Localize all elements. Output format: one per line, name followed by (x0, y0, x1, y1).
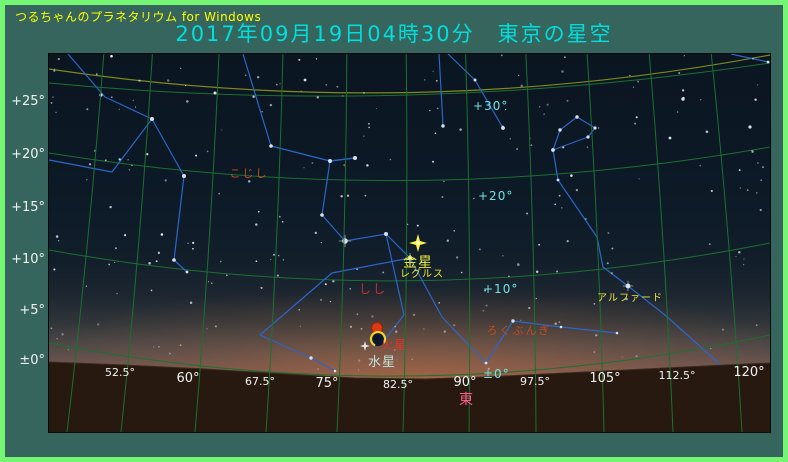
object-name-label: 金星 (403, 255, 433, 271)
azimuth-labels: 52.5° 60° 67.5° 75° 82.5° 90° 97.5° 105° 112.5° 1… (105, 365, 765, 408)
declination-label: +10° (483, 282, 518, 296)
azimuth-label: 67.5° (245, 375, 275, 388)
altitude-label: +20° (11, 147, 45, 162)
altitude-label: +10° (11, 252, 45, 267)
altitude-label: +15° (11, 200, 45, 215)
ground-horizon (49, 362, 770, 432)
horizon-edge (48, 361, 771, 380)
moon-marker (371, 332, 385, 346)
east-direction-label: 東 (459, 392, 473, 408)
constellation-name-label: しし (359, 282, 387, 296)
app-title: つるちゃんのプラネタリウム for Windows (15, 10, 262, 24)
mercury-marker (360, 341, 370, 351)
moon-crescent-ring (369, 330, 387, 348)
declination-label: +30° (473, 99, 508, 113)
declination-grid-lines (48, 62, 771, 377)
azimuth-label: 120° (733, 365, 764, 380)
right-ascension-grid-lines (66, 53, 743, 433)
datetime-location-title: 2017年09月19日04時30分 東京の星空 (175, 22, 613, 46)
altitude-label: ±0° (19, 353, 45, 368)
object-name-label: 水星 (368, 355, 396, 370)
constellation-name-label: こじし (230, 167, 269, 180)
azimuth-label: 97.5° (520, 375, 550, 388)
object-name-label: アルファード (597, 293, 663, 304)
altitude-label: +25° (11, 94, 45, 109)
starfield (50, 54, 764, 371)
constellation-name-label: ろくぶんぎ (487, 323, 552, 337)
altitude-label: +5° (19, 303, 45, 318)
object-name-label: 火星 (381, 338, 407, 352)
azimuth-label: 90° (453, 375, 476, 390)
azimuth-label: 75° (315, 376, 338, 391)
declination-label: ±0° (483, 367, 510, 381)
azimuth-label: 82.5° (383, 378, 413, 391)
sky-chart-svg: 52.5° 60° 67.5° 75° 82.5° 90° 97.5° 105° 112.5° 1… (5, 53, 783, 457)
venus-core (416, 241, 420, 245)
declination-label: +20° (478, 189, 513, 203)
sky-chart-canvas[interactable]: 52.5° 60° 67.5° 75° 82.5° 90° 97.5° 105° 112.5° 1… (5, 53, 783, 457)
azimuth-label: 105° (589, 371, 620, 386)
azimuth-label: 60° (176, 371, 199, 386)
altitude-axis: +25° +20° +15° +10° +5° ±0° (5, 54, 49, 432)
declination-labels: +30° +20° +10° ±0° (473, 99, 518, 381)
object-name-label: レグルス (400, 267, 444, 280)
azimuth-label: 52.5° (105, 366, 135, 379)
azimuth-label: 112.5° (659, 369, 696, 382)
ecliptic-line (48, 54, 771, 94)
